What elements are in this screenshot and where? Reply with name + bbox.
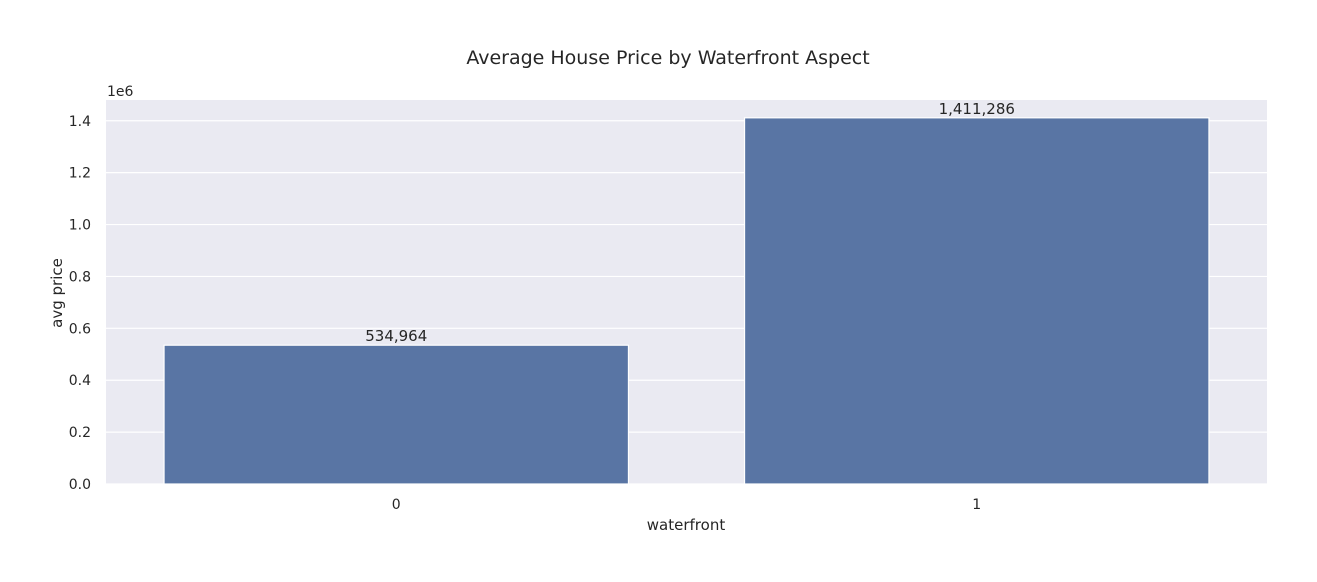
y-tick-labels: 0.0 0.2 0.4 0.6 0.8 1.0 1.2 1.4 [69, 114, 91, 493]
data-label: 1,411,286 [939, 100, 1015, 118]
y-axis-label: avg price [48, 258, 66, 328]
bar-1 [743, 117, 1210, 485]
y-tick-label: 1.0 [69, 218, 91, 234]
y-tick-label: 0.0 [69, 477, 91, 493]
y-tick-label: 1.4 [69, 114, 91, 130]
y-tick-label: 0.8 [69, 269, 91, 285]
y-axis-offset-label: 1e6 [107, 84, 134, 100]
y-tick-label: 1.2 [69, 166, 91, 182]
y-tick-label: 0.2 [69, 425, 91, 441]
x-tick-label: 0 [392, 497, 401, 513]
y-tick-label: 0.4 [69, 373, 91, 389]
x-axis-label: waterfront [647, 516, 726, 534]
y-tick-label: 0.6 [69, 321, 91, 337]
data-label: 534,964 [365, 327, 427, 345]
data-labels: 534,964 1,411,286 [365, 100, 1015, 345]
bars [163, 117, 1210, 485]
x-tick-label: 1 [972, 497, 981, 513]
bar-0 [163, 344, 630, 485]
chart-title: Average House Price by Waterfront Aspect [466, 47, 869, 69]
